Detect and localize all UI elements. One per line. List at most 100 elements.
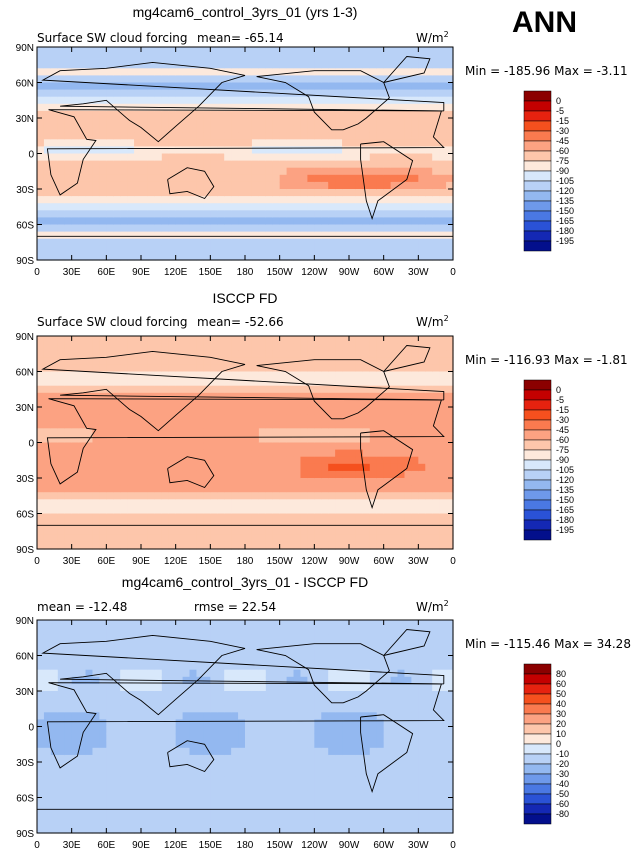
heatmap-cell [99, 790, 107, 799]
heatmap-cell [50, 683, 59, 692]
heatmap-cell [258, 783, 267, 791]
heatmap-cell [154, 110, 163, 119]
heatmap-cell [141, 499, 149, 507]
heatmap-cell [314, 520, 322, 529]
heatmap-cell [196, 238, 204, 247]
heatmap-cell [182, 634, 191, 642]
heatmap-cell [314, 350, 322, 358]
heatmap-cell [376, 245, 385, 254]
heatmap-cell [231, 691, 239, 699]
heatmap-cell [328, 364, 336, 373]
heatmap-cell [43, 125, 52, 133]
heatmap-cell [168, 499, 177, 507]
heatmap-cell [134, 139, 142, 147]
heatmap-cell [425, 68, 433, 76]
heatmap-cell [446, 463, 454, 472]
heatmap-cell [251, 385, 260, 394]
heatmap-cell [300, 146, 308, 155]
heatmap-cell [147, 210, 156, 218]
heatmap-cell [99, 139, 107, 147]
heatmap-cell [196, 712, 204, 720]
heatmap-cell [37, 428, 45, 436]
heatmap-cell [279, 733, 288, 742]
heatmap-cell [147, 68, 156, 76]
heatmap-cell [57, 698, 66, 706]
heatmap-cell [71, 75, 80, 84]
heatmap-cell [161, 196, 170, 204]
season-label: ANN [512, 6, 577, 39]
heatmap-cell [134, 231, 142, 240]
heatmap-cell [106, 392, 114, 401]
heatmap-cell [71, 747, 80, 756]
heatmap-cell [37, 442, 45, 451]
heatmap-cell [85, 492, 94, 500]
heatmap-cell [182, 245, 191, 254]
heatmap-cell [106, 160, 114, 169]
heatmap-cell [342, 378, 350, 387]
heatmap-cell [418, 132, 426, 140]
heatmap-cell [258, 96, 267, 105]
colorbar-swatch [523, 120, 552, 132]
heatmap-cell [404, 196, 412, 204]
heatmap-cell [293, 463, 302, 472]
heatmap-cell [147, 146, 156, 155]
heatmap-cell [251, 110, 260, 119]
heatmap-cell [349, 174, 357, 183]
heatmap-cell [147, 754, 156, 763]
heatmap-cell [120, 378, 128, 387]
heatmap-cell [85, 96, 94, 105]
heatmap-cell [78, 181, 87, 190]
heatmap-cell [141, 541, 149, 550]
heatmap-cell [92, 181, 100, 190]
heatmap-cell [314, 75, 322, 84]
heatmap-cell [50, 125, 59, 133]
heatmap-cell [328, 231, 336, 240]
heatmap-cell [245, 811, 253, 820]
heatmap-cell [154, 506, 163, 515]
heatmap-cell [362, 75, 371, 84]
heatmap-cell [286, 252, 295, 261]
heatmap-cell [196, 203, 204, 211]
heatmap-cell [300, 527, 308, 536]
heatmap-cell [300, 350, 308, 358]
heatmap-cell [446, 189, 454, 197]
heatmap-cell [99, 210, 107, 218]
heatmap-cell [231, 463, 239, 472]
heatmap-cell [189, 118, 198, 126]
heatmap-cell [161, 414, 170, 422]
heatmap-cell [390, 392, 399, 401]
heatmap-cell [168, 712, 177, 720]
heatmap-cell [50, 463, 59, 472]
heatmap-cell [314, 428, 322, 436]
heatmap-cell [120, 705, 128, 713]
heatmap-cell [231, 825, 239, 834]
heatmap-cell [120, 174, 128, 183]
heatmap-cell [245, 662, 253, 671]
heatmap-cell [37, 492, 45, 500]
heatmap-cell [245, 485, 253, 493]
heatmap-cell [168, 238, 177, 247]
heatmap-cell [120, 47, 128, 55]
heatmap-cell [217, 61, 225, 69]
heatmap-cell [349, 527, 357, 536]
heatmap-cell [57, 534, 66, 543]
heatmap-cell [57, 224, 66, 233]
heatmap-cell [272, 676, 281, 685]
heatmap-cell [293, 350, 302, 358]
heatmap-cell [78, 620, 87, 628]
heatmap-cell [189, 485, 198, 493]
heatmap-cell [418, 399, 426, 408]
heatmap-cell [307, 506, 315, 515]
heatmap-cell [238, 96, 246, 105]
heatmap-cell [383, 485, 392, 493]
heatmap-cell [57, 75, 66, 84]
heatmap-cell [446, 118, 454, 126]
heatmap-cell [300, 224, 308, 233]
heatmap-cell [321, 414, 329, 422]
heatmap-cell [106, 705, 114, 713]
heatmap-cell [355, 357, 364, 365]
heatmap-cell [217, 189, 225, 197]
heatmap-cell [78, 691, 87, 699]
heatmap-cell [369, 357, 378, 365]
heatmap-cell [265, 245, 274, 254]
